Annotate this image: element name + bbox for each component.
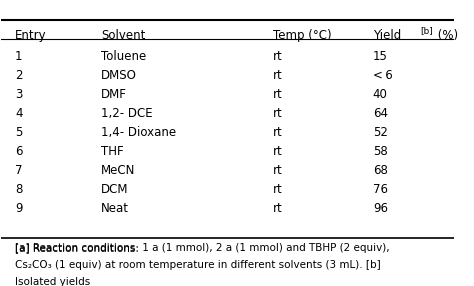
Text: DCM: DCM xyxy=(101,183,128,196)
Text: DMSO: DMSO xyxy=(101,69,137,82)
Text: Solvent: Solvent xyxy=(101,29,146,42)
Text: [a] Reaction conditions: 1 a (1 mmol), 2 a (1 mmol) and TBHP (2 equiv),: [a] Reaction conditions: 1 a (1 mmol), 2… xyxy=(15,243,390,253)
Text: rt: rt xyxy=(273,164,283,177)
Text: 2: 2 xyxy=(15,69,22,82)
Text: 1,4- Dioxane: 1,4- Dioxane xyxy=(101,126,176,139)
Text: rt: rt xyxy=(273,183,283,196)
Text: Cs₂CO₃ (1 equiv) at room temperature in different solvents (3 mL). [b]: Cs₂CO₃ (1 equiv) at room temperature in … xyxy=(15,260,381,270)
Text: 40: 40 xyxy=(373,88,388,101)
Text: (%): (%) xyxy=(434,29,458,42)
Text: < 6: < 6 xyxy=(373,69,392,82)
Text: 4: 4 xyxy=(15,107,22,120)
Text: Neat: Neat xyxy=(101,202,129,215)
Text: 15: 15 xyxy=(373,50,388,63)
Text: 3: 3 xyxy=(15,88,22,101)
Text: 1: 1 xyxy=(15,50,22,63)
Text: Yield: Yield xyxy=(373,29,401,42)
Text: Entry: Entry xyxy=(15,29,46,42)
Text: 1,2- DCE: 1,2- DCE xyxy=(101,107,153,120)
Text: 52: 52 xyxy=(373,126,388,139)
Text: 5: 5 xyxy=(15,126,22,139)
Text: rt: rt xyxy=(273,69,283,82)
Text: rt: rt xyxy=(273,50,283,63)
Text: 9: 9 xyxy=(15,202,22,215)
Text: [a] Reaction conditions:: [a] Reaction conditions: xyxy=(15,243,142,253)
Text: Isolated yields: Isolated yields xyxy=(15,277,90,286)
Text: DMF: DMF xyxy=(101,88,127,101)
Text: 96: 96 xyxy=(373,202,388,215)
Text: rt: rt xyxy=(273,202,283,215)
Text: THF: THF xyxy=(101,145,124,158)
Text: 64: 64 xyxy=(373,107,388,120)
Text: rt: rt xyxy=(273,88,283,101)
Text: 7: 7 xyxy=(15,164,22,177)
Text: [b]: [b] xyxy=(420,26,433,35)
Text: 58: 58 xyxy=(373,145,388,158)
Text: rt: rt xyxy=(273,145,283,158)
Text: 68: 68 xyxy=(373,164,388,177)
Text: 6: 6 xyxy=(15,145,22,158)
Text: Temp (°C): Temp (°C) xyxy=(273,29,332,42)
Text: Toluene: Toluene xyxy=(101,50,146,63)
Text: rt: rt xyxy=(273,107,283,120)
Text: 76: 76 xyxy=(373,183,388,196)
Text: MeCN: MeCN xyxy=(101,164,136,177)
Text: 8: 8 xyxy=(15,183,22,196)
Text: rt: rt xyxy=(273,126,283,139)
